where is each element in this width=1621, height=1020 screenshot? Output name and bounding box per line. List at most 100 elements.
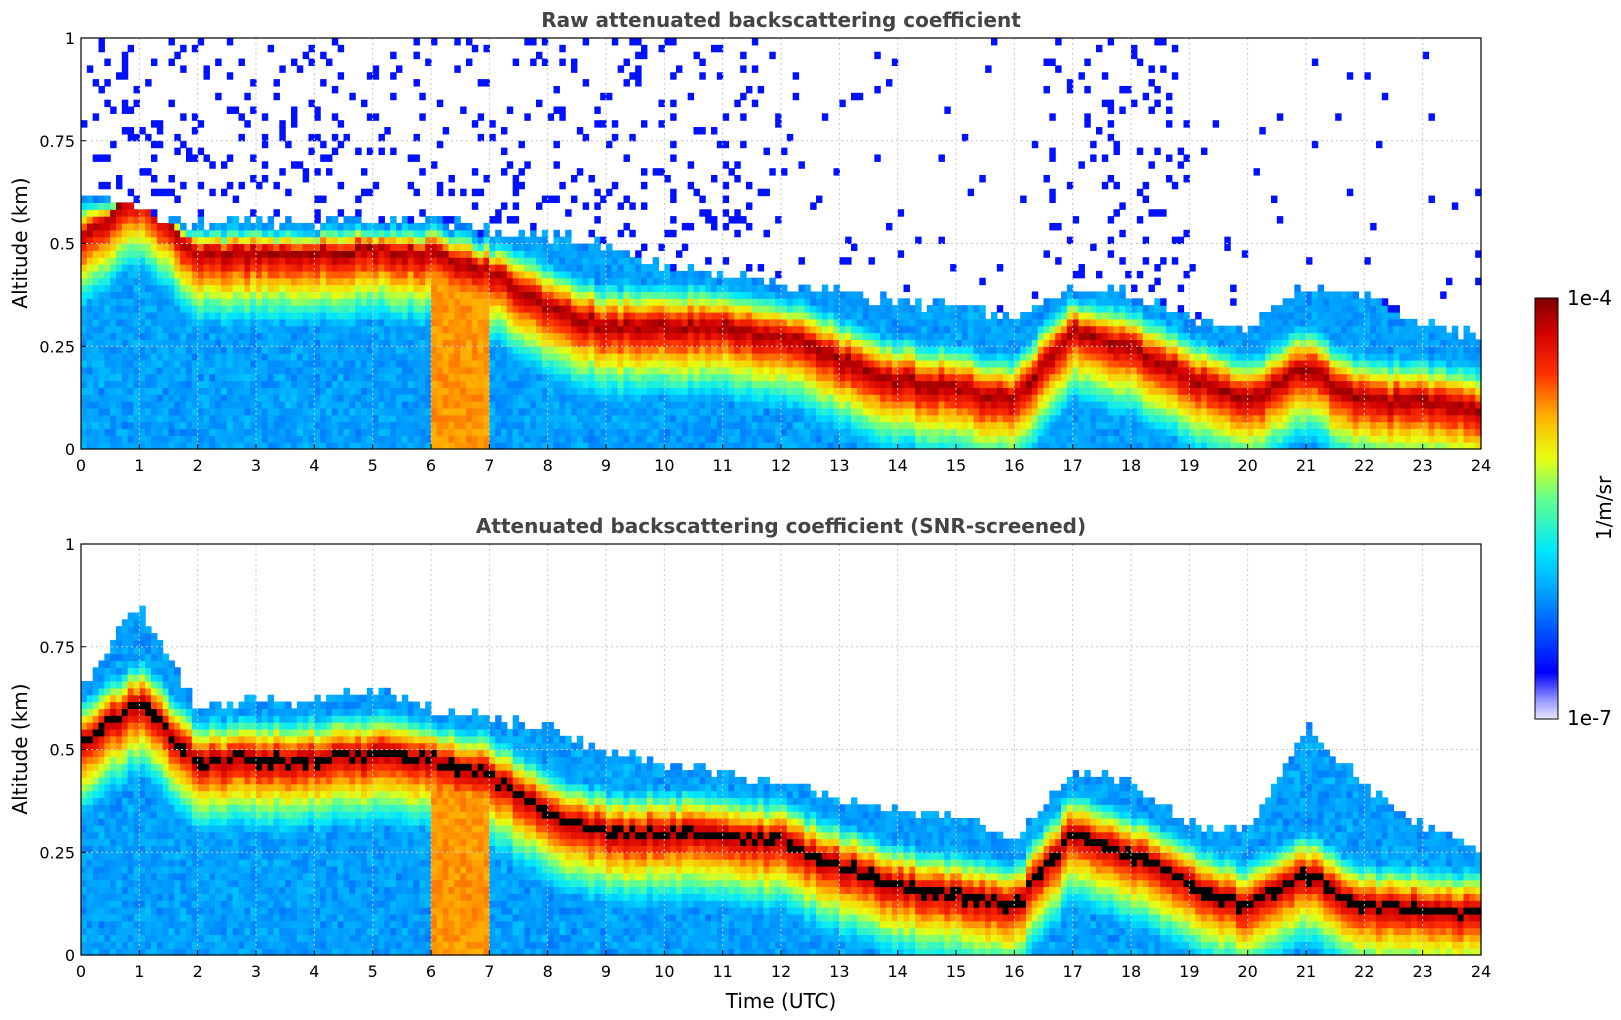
heatmap-cell [92, 277, 100, 286]
heatmap-cell [279, 366, 286, 375]
heatmap-cell [349, 257, 356, 265]
heatmap-cell [921, 442, 928, 450]
heatmap-cell [833, 298, 840, 306]
heatmap-cell [203, 305, 210, 313]
heatmap-cell [168, 414, 175, 423]
heatmap-cell [518, 401, 525, 409]
heatmap-cell [565, 442, 572, 450]
heatmap-cell [652, 359, 660, 368]
heatmap-cell [244, 312, 251, 320]
heatmap-cell [664, 264, 671, 272]
heatmap-cell [104, 202, 111, 210]
heatmap-cell [594, 414, 601, 423]
heatmap-cell [938, 154, 945, 162]
heatmap-cell [349, 236, 356, 245]
heatmap-cell [425, 222, 432, 231]
heatmap-cell [816, 421, 823, 430]
heatmap-cell [460, 277, 467, 286]
heatmap-cell [232, 428, 240, 436]
heatmap-cell [238, 435, 245, 443]
heatmap-cell [343, 442, 350, 450]
heatmap-cell [681, 298, 689, 306]
heatmap-cell [629, 264, 636, 272]
heatmap-cell [740, 414, 747, 423]
heatmap-cell [121, 250, 129, 258]
heatmap-cell [629, 332, 636, 340]
heatmap-cell [413, 305, 420, 313]
heatmap-cell [384, 291, 391, 299]
heatmap-cell [92, 284, 100, 293]
heatmap-cell [92, 407, 100, 416]
heatmap-cell [705, 216, 712, 224]
heatmap-cell [256, 216, 263, 224]
heatmap-cell [926, 353, 934, 361]
heatmap-cell [705, 339, 712, 347]
heatmap-cell [448, 264, 455, 272]
heatmap-cell [121, 442, 129, 450]
heatmap-cell [197, 346, 205, 354]
heatmap-cell [162, 277, 170, 286]
heatmap-cell [652, 318, 660, 327]
heatmap-cell [582, 38, 590, 46]
heatmap-cell [466, 222, 473, 231]
heatmap-cell [256, 318, 263, 327]
heatmap-cell [168, 380, 175, 388]
heatmap-cell [652, 346, 660, 354]
heatmap-cell [419, 291, 426, 299]
heatmap-cell [926, 394, 934, 402]
heatmap-cell [436, 284, 444, 293]
heatmap-cell [197, 243, 205, 251]
heatmap-cell [285, 339, 292, 347]
heatmap-cell [308, 373, 315, 382]
heatmap-cell [127, 318, 135, 327]
heatmap-cell [361, 373, 368, 382]
heatmap-cell [728, 380, 735, 388]
heatmap-cell [553, 380, 560, 388]
heatmap-cell [944, 359, 951, 368]
heatmap-cell [973, 318, 980, 327]
heatmap-cell [133, 407, 140, 416]
heatmap-cell [489, 270, 496, 279]
heatmap-cell [221, 442, 228, 450]
heatmap-cell [775, 298, 782, 306]
heatmap-cell [501, 257, 508, 265]
heatmap-cell [180, 222, 187, 231]
heatmap-cell [419, 339, 426, 347]
heatmap-cell [623, 277, 630, 286]
heatmap-cell [349, 264, 356, 272]
heatmap-cell [716, 387, 724, 395]
heatmap-cell [781, 325, 788, 334]
heatmap-cell [203, 394, 210, 402]
heatmap-cell [320, 318, 327, 327]
heatmap-cell [775, 120, 782, 128]
heatmap-cell [302, 353, 310, 361]
heatmap-cell [716, 284, 724, 293]
heatmap-cell [530, 339, 537, 347]
heatmap-cell [681, 291, 689, 299]
heatmap-cell [874, 380, 881, 388]
heatmap-cell [232, 318, 240, 327]
heatmap-cell [86, 229, 94, 238]
heatmap-cell [687, 298, 695, 306]
heatmap-cell [209, 277, 216, 286]
heatmap-cell [401, 366, 409, 375]
heatmap-cell [139, 435, 146, 443]
heatmap-cell [98, 181, 105, 190]
heatmap-cell [407, 257, 415, 265]
heatmap-cell [436, 428, 444, 436]
heatmap-cell [734, 387, 741, 395]
heatmap-cell [378, 353, 385, 361]
heatmap-cell [326, 325, 333, 334]
heatmap-cell [932, 298, 940, 306]
heatmap-cell [442, 264, 450, 272]
heatmap-cell [751, 353, 759, 361]
heatmap-cell [676, 298, 683, 306]
heatmap-cell [256, 243, 263, 251]
heatmap-cell [880, 346, 887, 354]
heatmap-cell [191, 270, 199, 279]
heatmap-cell [431, 435, 438, 443]
heatmap-cell [821, 284, 829, 293]
heatmap-cell [162, 318, 170, 327]
heatmap-cell [261, 318, 269, 327]
heatmap-cell [326, 435, 333, 443]
